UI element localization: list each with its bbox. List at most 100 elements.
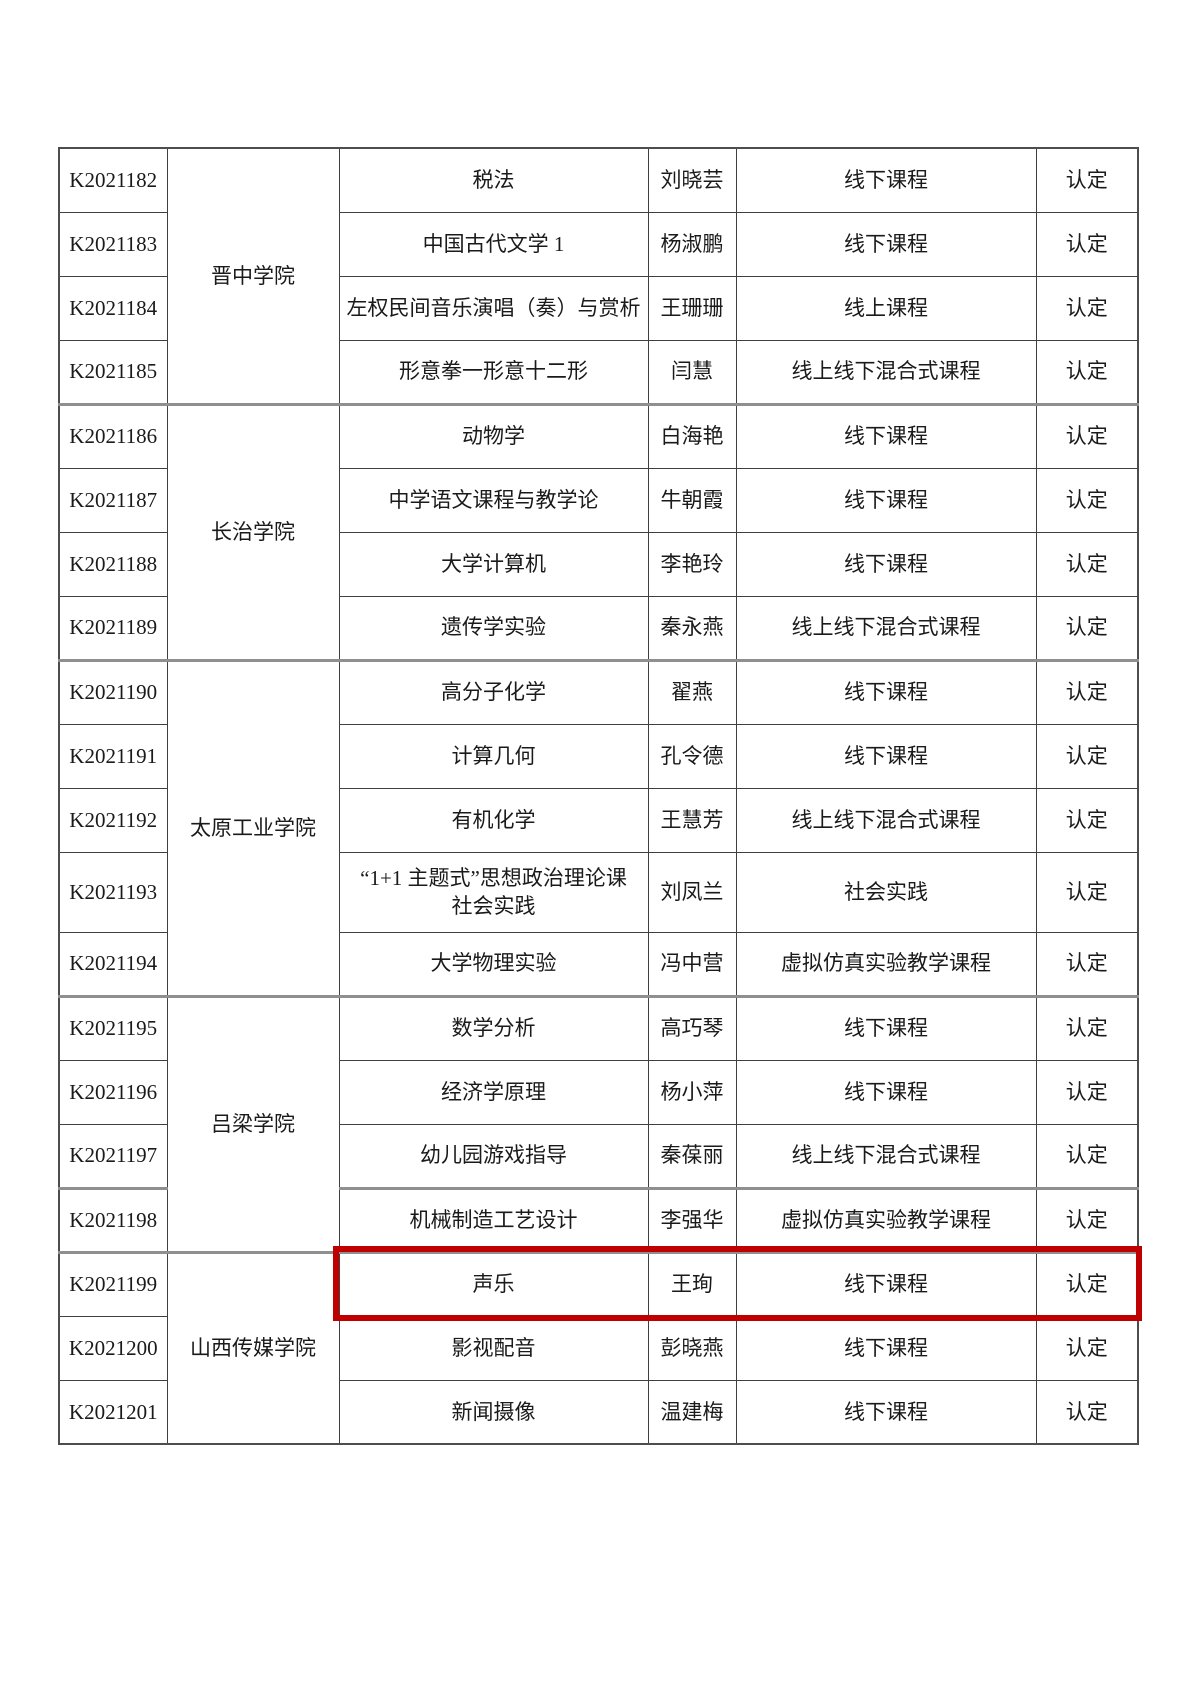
teacher-cell: 牛朝霞 [647, 467, 737, 533]
course-cell: 动物学 [338, 402, 649, 469]
course-cell: 新闻摄像 [338, 1379, 649, 1445]
table-row: K2021189 遗传学实验 秦永燕 线上线下混合式课程 认定 [58, 595, 1139, 661]
table-row: K2021182 晋中学院 税法 刘晓芸 线下课程 认定 [58, 147, 1139, 405]
teacher-cell: 白海艳 [647, 402, 737, 469]
course-cell: 左权民间音乐演唱（奏）与赏析 [338, 275, 649, 341]
course-cell: “1+1 主题式”思想政治理论课 社会实践 [338, 851, 649, 933]
teacher-cell: 翟燕 [647, 658, 737, 725]
course-type-cell: 线下课程 [735, 1315, 1037, 1381]
course-cell: 影视配音 [338, 1315, 649, 1381]
teacher-cell: 闫慧 [647, 339, 737, 405]
teacher-cell: 秦葆丽 [647, 1123, 737, 1189]
university-cell: 长治学院 [166, 402, 340, 661]
course-cell: 经济学原理 [338, 1059, 649, 1125]
course-cell: 大学物理实验 [338, 931, 649, 997]
teacher-cell: 李艳玲 [647, 531, 737, 597]
status-cell: 认定 [1035, 275, 1139, 341]
table-row: K2021194 大学物理实验 冯中营 虚拟仿真实验教学课程 认定 [58, 931, 1139, 997]
table-row: K2021201 新闻摄像 温建梅 线下课程 认定 [58, 1379, 1139, 1445]
course-type-cell: 线上线下混合式课程 [735, 1123, 1037, 1189]
course-cell: 声乐 [338, 1250, 649, 1317]
status-cell: 认定 [1035, 1250, 1139, 1317]
course-cell: 数学分析 [338, 994, 649, 1061]
table-row: K2021200 影视配音 彭晓燕 线下课程 认定 [58, 1315, 1139, 1381]
table-row: K2021193 “1+1 主题式”思想政治理论课 社会实践 刘凤兰 社会实践 … [58, 851, 1139, 933]
status-cell: 认定 [1035, 595, 1139, 661]
row-id: K2021183 [58, 211, 168, 277]
university-cell: 吕梁学院 [166, 994, 340, 1253]
table-row: K2021190 太原工业学院 高分子化学 翟燕 线下课程 认定 [58, 658, 1139, 997]
course-type-cell: 线下课程 [735, 147, 1037, 213]
status-cell: 认定 [1035, 658, 1139, 725]
course-type-cell: 线下课程 [735, 1250, 1037, 1317]
status-cell: 认定 [1035, 402, 1139, 469]
row-id: K2021186 [58, 402, 168, 469]
teacher-cell: 高巧琴 [647, 994, 737, 1061]
row-id: K2021200 [58, 1315, 168, 1381]
table-row: K2021198 机械制造工艺设计 李强华 虚拟仿真实验教学课程 认定 [58, 1186, 1139, 1253]
row-id: K2021196 [58, 1059, 168, 1125]
row-id: K2021197 [58, 1123, 168, 1189]
table-row: K2021188 大学计算机 李艳玲 线下课程 认定 [58, 531, 1139, 597]
status-cell: 认定 [1035, 531, 1139, 597]
course-cell: 遗传学实验 [338, 595, 649, 661]
row-id: K2021191 [58, 723, 168, 789]
teacher-cell: 杨小萍 [647, 1059, 737, 1125]
course-cell: 有机化学 [338, 787, 649, 853]
course-type-cell: 线下课程 [735, 402, 1037, 469]
row-id: K2021201 [58, 1379, 168, 1445]
row-id: K2021184 [58, 275, 168, 341]
row-id: K2021188 [58, 531, 168, 597]
course-cell: 中国古代文学 1 [338, 211, 649, 277]
status-cell: 认定 [1035, 1186, 1139, 1253]
teacher-cell: 彭晓燕 [647, 1315, 737, 1381]
status-cell: 认定 [1035, 994, 1139, 1061]
table-row: K2021186 长治学院 动物学 白海艳 线下课程 认定 [58, 402, 1139, 661]
course-table: K2021182 晋中学院 税法 刘晓芸 线下课程 认定 K2021183 中国… [58, 147, 1139, 1445]
course-cell: 大学计算机 [338, 531, 649, 597]
status-cell: 认定 [1035, 1379, 1139, 1445]
teacher-cell: 王慧芳 [647, 787, 737, 853]
course-cell: 机械制造工艺设计 [338, 1186, 649, 1253]
course-type-cell: 线上线下混合式课程 [735, 787, 1037, 853]
course-type-cell: 线下课程 [735, 1059, 1037, 1125]
row-id: K2021198 [58, 1186, 168, 1253]
course-type-cell: 线下课程 [735, 531, 1037, 597]
course-type-cell: 线下课程 [735, 994, 1037, 1061]
row-id: K2021189 [58, 595, 168, 661]
course-type-cell: 线上线下混合式课程 [735, 339, 1037, 405]
university-cell: 太原工业学院 [166, 658, 340, 997]
row-id: K2021195 [58, 994, 168, 1061]
course-type-cell: 虚拟仿真实验教学课程 [735, 1186, 1037, 1253]
teacher-cell: 杨淑鹏 [647, 211, 737, 277]
row-id: K2021190 [58, 658, 168, 725]
course-type-cell: 线下课程 [735, 211, 1037, 277]
teacher-cell: 刘晓芸 [647, 147, 737, 213]
teacher-cell: 王珊珊 [647, 275, 737, 341]
table-row-highlighted: K2021199 山西传媒学院 声乐 王珣 线下课程 认定 [58, 1250, 1139, 1445]
status-cell: 认定 [1035, 211, 1139, 277]
university-cell: 晋中学院 [166, 147, 340, 405]
status-cell: 认定 [1035, 851, 1139, 933]
row-id: K2021182 [58, 147, 168, 213]
course-type-cell: 线下课程 [735, 658, 1037, 725]
status-cell: 认定 [1035, 723, 1139, 789]
course-cell: 计算几何 [338, 723, 649, 789]
university-cell: 山西传媒学院 [166, 1250, 340, 1445]
table-row: K2021183 中国古代文学 1 杨淑鹏 线下课程 认定 [58, 211, 1139, 277]
status-cell: 认定 [1035, 931, 1139, 997]
table-row: K2021195 吕梁学院 数学分析 高巧琴 线下课程 认定 [58, 994, 1139, 1253]
table-row: K2021191 计算几何 孔令德 线下课程 认定 [58, 723, 1139, 789]
row-id: K2021187 [58, 467, 168, 533]
course-cell: 中学语文课程与教学论 [338, 467, 649, 533]
course-type-cell: 线下课程 [735, 1379, 1037, 1445]
course-type-cell: 线下课程 [735, 467, 1037, 533]
table-row: K2021187 中学语文课程与教学论 牛朝霞 线下课程 认定 [58, 467, 1139, 533]
teacher-cell: 秦永燕 [647, 595, 737, 661]
course-cell: 形意拳一形意十二形 [338, 339, 649, 405]
course-cell: 高分子化学 [338, 658, 649, 725]
course-type-cell: 社会实践 [735, 851, 1037, 933]
course-cell: 税法 [338, 147, 649, 213]
course-type-cell: 线下课程 [735, 723, 1037, 789]
